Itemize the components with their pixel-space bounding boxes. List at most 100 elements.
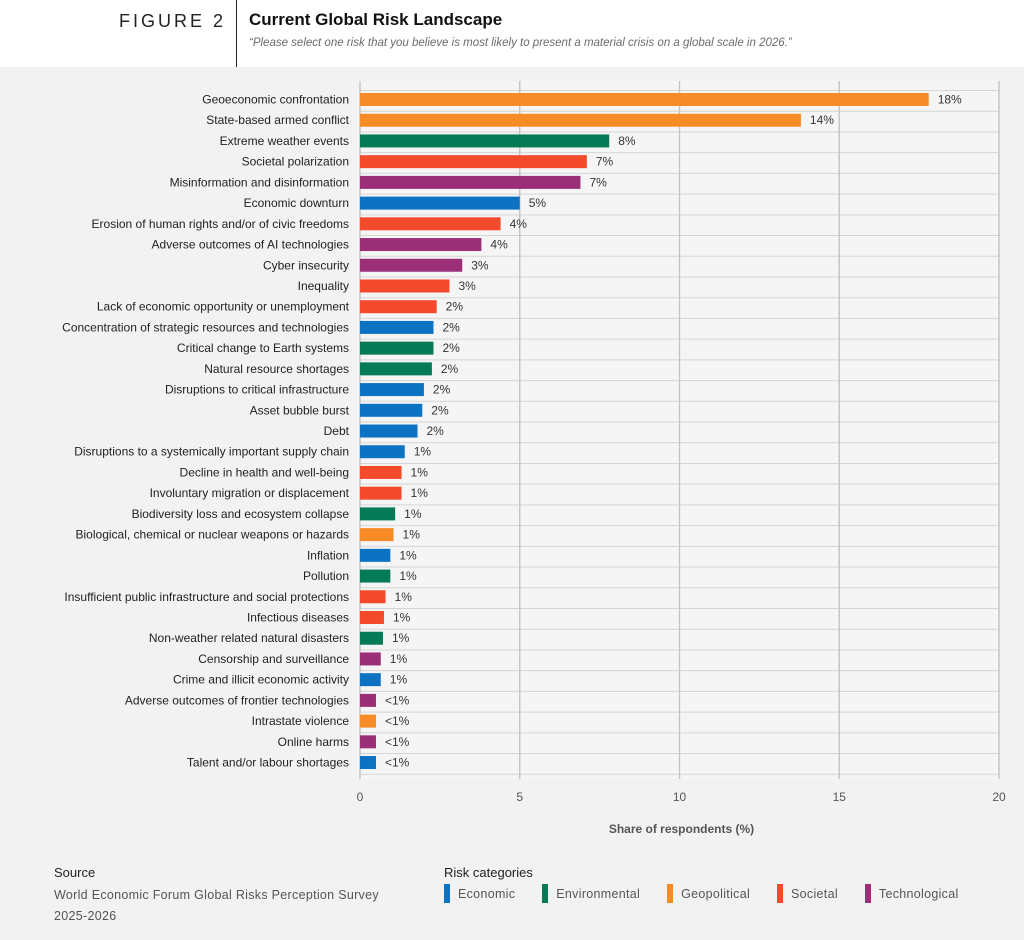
value-label: 1% bbox=[403, 528, 421, 542]
bar bbox=[360, 507, 396, 521]
category-label: Extreme weather events bbox=[220, 134, 349, 148]
category-label: Inflation bbox=[307, 548, 349, 562]
value-label: 5% bbox=[529, 196, 547, 210]
value-label: 1% bbox=[390, 673, 408, 687]
category-label: Disruptions to a systemically important … bbox=[74, 445, 349, 459]
legend-item: Environmental bbox=[542, 884, 640, 903]
legend-label: Societal bbox=[791, 886, 838, 901]
category-label: Intrastate violence bbox=[252, 714, 350, 728]
bar bbox=[360, 300, 437, 314]
x-axis-title: Share of respondents (%) bbox=[609, 822, 754, 836]
category-label: Lack of economic opportunity or unemploy… bbox=[97, 300, 350, 314]
value-label: 1% bbox=[399, 569, 417, 583]
legend-heading: Risk categories bbox=[444, 865, 533, 880]
category-label: Censorship and surveillance bbox=[198, 652, 349, 666]
bar bbox=[360, 652, 381, 666]
bar bbox=[360, 403, 423, 417]
value-label: 1% bbox=[395, 590, 413, 604]
value-label: 18% bbox=[938, 93, 962, 107]
legend-label: Technological bbox=[878, 886, 959, 901]
x-tick-label: 0 bbox=[357, 790, 364, 804]
value-label: 2% bbox=[442, 341, 460, 355]
category-label: Biological, chemical or nuclear weapons … bbox=[76, 528, 349, 542]
value-label: <1% bbox=[385, 735, 410, 749]
bar bbox=[360, 548, 391, 562]
category-label: Asset bubble burst bbox=[250, 403, 350, 417]
bar bbox=[360, 714, 376, 728]
category-label: Disruptions to critical infrastructure bbox=[165, 383, 349, 397]
category-label: Infectious diseases bbox=[247, 611, 349, 625]
value-label: 2% bbox=[433, 383, 451, 397]
value-label: 1% bbox=[414, 445, 432, 459]
value-label: 1% bbox=[399, 548, 417, 562]
legend: Economic Environmental Geopolitical Societa… bbox=[444, 884, 986, 903]
value-label: 1% bbox=[411, 486, 429, 500]
bar bbox=[360, 341, 434, 355]
source-text: World Economic Forum Global Risks Percep… bbox=[54, 888, 379, 923]
x-tick-label: 5 bbox=[516, 790, 523, 804]
bar bbox=[360, 756, 376, 770]
value-label: 7% bbox=[589, 175, 607, 189]
value-label: 8% bbox=[618, 134, 636, 148]
legend-item: Societal bbox=[777, 884, 838, 903]
bar bbox=[360, 693, 376, 707]
bar bbox=[360, 486, 402, 500]
bar bbox=[360, 93, 929, 106]
bar-chart: 0 5 10 15 20 Geoeconomic confrontation 18% Stat… bbox=[62, 81, 1006, 836]
bar bbox=[360, 113, 801, 127]
value-label: 1% bbox=[404, 507, 422, 521]
bar bbox=[360, 631, 384, 645]
value-label: 3% bbox=[471, 258, 489, 272]
bar bbox=[360, 362, 432, 376]
bar bbox=[360, 238, 482, 252]
bar bbox=[360, 134, 610, 148]
category-label: Non-weather related natural disasters bbox=[149, 631, 349, 645]
category-label: Adverse outcomes of AI technologies bbox=[152, 238, 349, 252]
value-label: 7% bbox=[596, 155, 614, 169]
category-label: Cyber insecurity bbox=[263, 258, 349, 272]
bar bbox=[360, 590, 386, 604]
category-label: Insufficient public infrastructure and s… bbox=[64, 590, 349, 604]
legend-label: Environmental bbox=[556, 886, 641, 901]
bar bbox=[360, 569, 391, 583]
bar bbox=[360, 217, 501, 231]
bar bbox=[360, 258, 463, 272]
legend-swatch bbox=[864, 884, 871, 903]
legend-swatch bbox=[777, 884, 784, 903]
value-label: <1% bbox=[385, 756, 410, 770]
legend-item: Geopolitical bbox=[667, 884, 750, 903]
category-label: Involuntary migration or displacement bbox=[150, 486, 350, 500]
category-label: State-based armed conflict bbox=[206, 113, 349, 127]
value-label: <1% bbox=[385, 693, 410, 707]
category-label: Erosion of human rights and/or of civic … bbox=[92, 217, 349, 231]
value-label: 1% bbox=[411, 465, 429, 479]
x-tick-label: 20 bbox=[992, 790, 1006, 804]
bar bbox=[360, 465, 402, 479]
category-label: Biodiversity loss and ecosystem collapse bbox=[132, 507, 350, 521]
legend-swatch bbox=[542, 884, 549, 903]
bar bbox=[360, 673, 381, 687]
value-label: 1% bbox=[392, 631, 410, 645]
legend-swatch bbox=[667, 884, 674, 903]
value-label: 2% bbox=[446, 300, 464, 314]
category-label: Concentration of strategic resources and… bbox=[62, 320, 349, 334]
legend-label: Economic bbox=[458, 886, 516, 901]
figure-header: FIGURE 2 Current Global Risk Landscape “… bbox=[0, 0, 1024, 67]
category-label: Societal polarization bbox=[242, 155, 349, 169]
value-label: 4% bbox=[490, 238, 508, 252]
category-label: Economic downturn bbox=[244, 196, 349, 210]
value-label: 2% bbox=[441, 362, 459, 376]
bar bbox=[360, 424, 418, 438]
legend-item: Economic bbox=[444, 884, 515, 903]
value-label: 4% bbox=[510, 217, 528, 231]
category-label: Geoeconomic confrontation bbox=[202, 93, 349, 107]
x-tick-label: 10 bbox=[673, 790, 687, 804]
bar bbox=[360, 175, 581, 189]
value-label: 14% bbox=[810, 113, 834, 127]
category-label: Natural resource shortages bbox=[204, 362, 349, 376]
value-label: 3% bbox=[458, 279, 476, 293]
legend-label: Geopolitical bbox=[681, 886, 751, 901]
category-label: Talent and/or labour shortages bbox=[187, 756, 349, 770]
value-label: 2% bbox=[427, 424, 445, 438]
chart-title: Current Global Risk Landscape bbox=[249, 10, 503, 29]
